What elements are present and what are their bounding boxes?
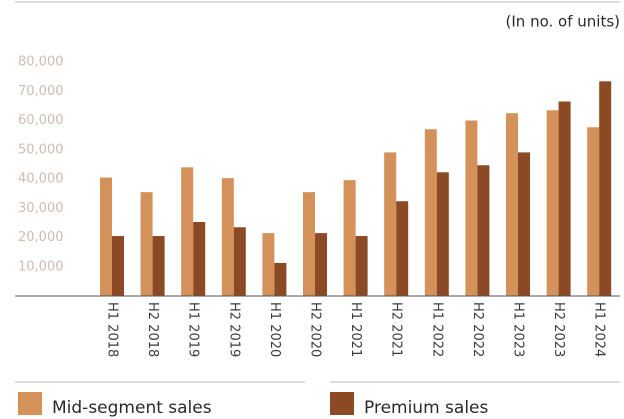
subtitle: (In no. of units) bbox=[506, 13, 620, 31]
y-tick-label: 80,000 bbox=[18, 55, 64, 70]
y-tick-label: 30,000 bbox=[18, 201, 64, 216]
x-tick-label: H2 2018 bbox=[145, 302, 160, 357]
bar bbox=[546, 110, 559, 296]
bar bbox=[181, 167, 194, 296]
bar bbox=[518, 152, 530, 296]
y-tick-label: 50,000 bbox=[18, 142, 64, 157]
bar bbox=[355, 236, 368, 296]
bar bbox=[558, 101, 571, 296]
x-tick-label: H2 2022 bbox=[470, 302, 485, 357]
x-tick-label: H2 2021 bbox=[389, 302, 404, 357]
bar bbox=[193, 221, 206, 296]
bar bbox=[152, 236, 165, 296]
y-tick-label: 40,000 bbox=[18, 172, 64, 187]
x-tick-label: H1 2023 bbox=[511, 302, 526, 357]
y-tick-label: 20,000 bbox=[18, 230, 64, 245]
x-tick-label: H1 2018 bbox=[105, 302, 120, 357]
bar bbox=[424, 129, 437, 296]
y-tick-label: 60,000 bbox=[18, 113, 64, 128]
bar bbox=[384, 152, 397, 296]
bar bbox=[465, 120, 478, 296]
bar bbox=[140, 192, 153, 296]
bar bbox=[315, 233, 327, 296]
x-tick-label: H1 2022 bbox=[429, 302, 444, 357]
bar bbox=[343, 180, 356, 296]
x-tick-label: H1 2024 bbox=[592, 302, 607, 357]
bar bbox=[262, 233, 275, 296]
bar bbox=[221, 178, 234, 296]
bar bbox=[100, 177, 112, 296]
bar bbox=[396, 201, 409, 296]
x-tick-label: H2 2023 bbox=[551, 302, 566, 357]
bar bbox=[303, 192, 315, 296]
legend-swatch bbox=[18, 392, 42, 415]
bar bbox=[233, 227, 246, 296]
bar bbox=[599, 81, 612, 297]
bar bbox=[477, 165, 490, 296]
legend-label: Mid-segment sales bbox=[52, 398, 212, 418]
bar bbox=[587, 127, 600, 296]
x-tick-label: H2 2019 bbox=[226, 302, 241, 357]
x-tick-label: H1 2019 bbox=[186, 302, 201, 357]
bar bbox=[274, 262, 287, 296]
y-tick-label: 70,000 bbox=[18, 84, 64, 99]
y-tick-label: 10,000 bbox=[18, 259, 64, 274]
bar bbox=[506, 113, 518, 296]
x-tick-label: H2 2020 bbox=[308, 302, 323, 357]
bar bbox=[112, 236, 124, 296]
bar bbox=[436, 172, 449, 296]
legend-label: Premium sales bbox=[364, 398, 489, 418]
x-tick-label: H1 2021 bbox=[348, 302, 363, 357]
legend-swatch bbox=[330, 392, 354, 415]
x-tick-label: H1 2020 bbox=[267, 302, 282, 357]
